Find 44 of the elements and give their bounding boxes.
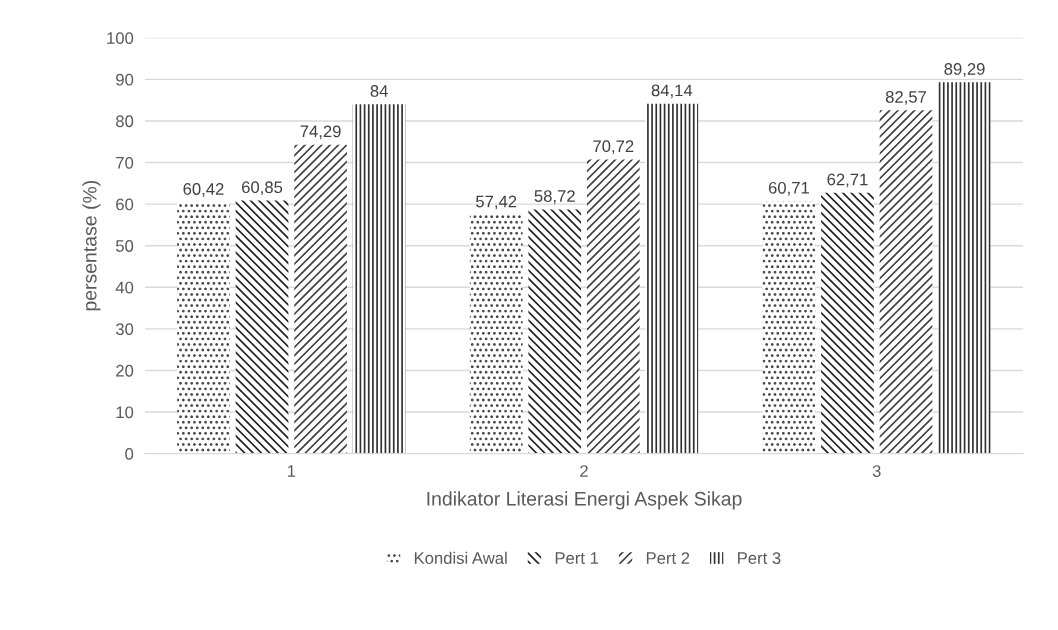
legend-label: Kondisi Awal xyxy=(414,551,507,564)
data-label: 60,71 xyxy=(768,181,809,196)
y-tick-label: 60 xyxy=(116,198,134,211)
data-label: 58,72 xyxy=(534,190,575,204)
bar xyxy=(821,192,874,454)
data-label: 57,42 xyxy=(476,195,517,210)
y-tick-label: 20 xyxy=(116,364,134,377)
data-label: 74,29 xyxy=(300,125,341,140)
legend-label: Pert 2 xyxy=(646,552,690,564)
y-tick-label: 0 xyxy=(125,448,134,460)
x-tick-label: 2 xyxy=(580,465,588,477)
bar xyxy=(645,103,699,454)
y-axis-title: persentase (%) xyxy=(82,180,101,311)
y-tick-label: 70 xyxy=(116,156,134,169)
bar xyxy=(294,144,347,454)
y-tick-label: 30 xyxy=(115,323,134,336)
bar xyxy=(528,209,582,454)
data-label: 60,42 xyxy=(183,183,224,197)
legend-label: Pert 1 xyxy=(555,552,599,564)
bar xyxy=(469,214,523,454)
legend-label: Pert 3 xyxy=(738,552,781,564)
x-axis-title: Indikator Literasi Energi Aspek Sikap xyxy=(427,491,742,510)
y-tick-label: 10 xyxy=(116,406,134,419)
x-tick-label: 3 xyxy=(872,465,881,477)
bar xyxy=(586,159,640,454)
bar xyxy=(235,200,289,454)
y-tick-label: 100 xyxy=(107,32,134,44)
data-label: 89,29 xyxy=(944,63,985,77)
data-label: 84,14 xyxy=(651,84,693,99)
y-tick-label: 80 xyxy=(116,115,134,128)
data-label: 60,85 xyxy=(242,181,283,196)
bar xyxy=(352,104,406,454)
y-tick-label: 90 xyxy=(116,73,134,86)
bar xyxy=(762,201,816,454)
data-label: 62,71 xyxy=(827,173,868,188)
bar xyxy=(938,82,991,454)
data-label: 82,57 xyxy=(885,91,927,105)
y-tick-label: 40 xyxy=(115,281,134,294)
data-label: 70,72 xyxy=(593,140,634,155)
y-tick-label: 50 xyxy=(115,240,134,252)
x-tick-label: 1 xyxy=(287,465,296,477)
bar xyxy=(879,110,933,454)
data-label: 84 xyxy=(370,85,388,97)
bar xyxy=(177,202,230,454)
